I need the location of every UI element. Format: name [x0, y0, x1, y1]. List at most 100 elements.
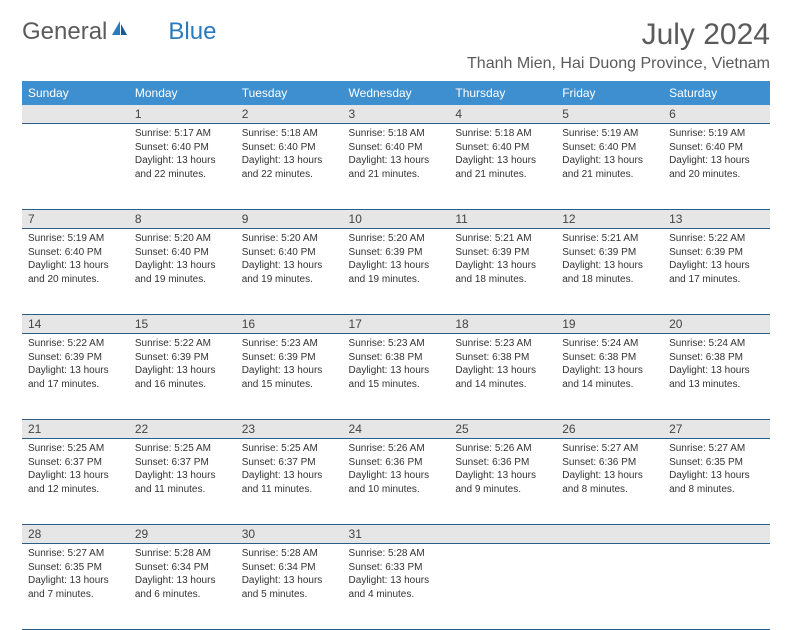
daynum-cell: 28	[22, 525, 129, 544]
day-cell: Sunrise: 5:21 AMSunset: 6:39 PMDaylight:…	[556, 229, 663, 315]
detail-line: Sunset: 6:38 PM	[349, 351, 444, 365]
detail-line: and 15 minutes.	[349, 378, 444, 392]
day-number: 21	[22, 420, 129, 438]
day-number: 6	[663, 105, 770, 123]
detail-line: Sunrise: 5:18 AM	[455, 127, 550, 141]
day-detail: Sunrise: 5:18 AMSunset: 6:40 PMDaylight:…	[449, 124, 556, 187]
detail-line: and 18 minutes.	[562, 273, 657, 287]
day-number: 16	[236, 315, 343, 333]
daynum-row: 28293031	[22, 525, 770, 544]
detail-line: and 21 minutes.	[349, 168, 444, 182]
day-cell: Sunrise: 5:26 AMSunset: 6:36 PMDaylight:…	[343, 439, 450, 525]
detail-line: Sunrise: 5:22 AM	[28, 337, 123, 351]
detail-line: Sunrise: 5:23 AM	[242, 337, 337, 351]
day-detail: Sunrise: 5:25 AMSunset: 6:37 PMDaylight:…	[22, 439, 129, 502]
daynum-cell: 17	[343, 315, 450, 334]
content-row: Sunrise: 5:19 AMSunset: 6:40 PMDaylight:…	[22, 229, 770, 315]
day-detail: Sunrise: 5:21 AMSunset: 6:39 PMDaylight:…	[449, 229, 556, 292]
detail-line: Sunset: 6:36 PM	[455, 456, 550, 470]
day-detail: Sunrise: 5:23 AMSunset: 6:39 PMDaylight:…	[236, 334, 343, 397]
detail-line: Sunset: 6:38 PM	[562, 351, 657, 365]
detail-line: and 8 minutes.	[562, 483, 657, 497]
detail-line: Sunrise: 5:28 AM	[135, 547, 230, 561]
calendar-body: 123456Sunrise: 5:17 AMSunset: 6:40 PMDay…	[22, 105, 770, 630]
detail-line: Sunset: 6:37 PM	[242, 456, 337, 470]
day-detail: Sunrise: 5:20 AMSunset: 6:39 PMDaylight:…	[343, 229, 450, 292]
daynum-cell: 6	[663, 105, 770, 124]
detail-line: Sunrise: 5:21 AM	[562, 232, 657, 246]
detail-line: Daylight: 13 hours	[349, 154, 444, 168]
detail-line: Sunrise: 5:25 AM	[135, 442, 230, 456]
content-row: Sunrise: 5:25 AMSunset: 6:37 PMDaylight:…	[22, 439, 770, 525]
detail-line: Sunrise: 5:19 AM	[669, 127, 764, 141]
detail-line: and 11 minutes.	[242, 483, 337, 497]
day-cell: Sunrise: 5:22 AMSunset: 6:39 PMDaylight:…	[22, 334, 129, 420]
day-detail: Sunrise: 5:18 AMSunset: 6:40 PMDaylight:…	[236, 124, 343, 187]
detail-line: Sunrise: 5:24 AM	[669, 337, 764, 351]
day-cell: Sunrise: 5:28 AMSunset: 6:34 PMDaylight:…	[236, 544, 343, 630]
daynum-cell: 13	[663, 210, 770, 229]
daynum-cell	[22, 105, 129, 124]
detail-line: Sunset: 6:38 PM	[455, 351, 550, 365]
detail-line: and 5 minutes.	[242, 588, 337, 602]
brand-text-part2: Blue	[168, 18, 216, 46]
daynum-cell: 11	[449, 210, 556, 229]
calendar-header-row: Sunday Monday Tuesday Wednesday Thursday…	[22, 81, 770, 105]
day-cell: Sunrise: 5:26 AMSunset: 6:36 PMDaylight:…	[449, 439, 556, 525]
detail-line: and 19 minutes.	[242, 273, 337, 287]
daynum-cell: 19	[556, 315, 663, 334]
day-number: 7	[22, 210, 129, 228]
day-detail: Sunrise: 5:22 AMSunset: 6:39 PMDaylight:…	[22, 334, 129, 397]
daynum-cell: 9	[236, 210, 343, 229]
detail-line: Sunrise: 5:20 AM	[349, 232, 444, 246]
day-number: 27	[663, 420, 770, 438]
daynum-cell: 20	[663, 315, 770, 334]
detail-line: Daylight: 13 hours	[562, 364, 657, 378]
detail-line: and 20 minutes.	[28, 273, 123, 287]
day-number: 11	[449, 210, 556, 228]
detail-line: Sunset: 6:39 PM	[349, 246, 444, 260]
day-number: 31	[343, 525, 450, 543]
detail-line: and 17 minutes.	[669, 273, 764, 287]
day-number	[663, 525, 770, 529]
detail-line: Daylight: 13 hours	[455, 259, 550, 273]
daynum-cell: 7	[22, 210, 129, 229]
daynum-cell: 24	[343, 420, 450, 439]
detail-line: Daylight: 13 hours	[28, 469, 123, 483]
detail-line: Daylight: 13 hours	[242, 364, 337, 378]
daynum-cell: 26	[556, 420, 663, 439]
detail-line: and 10 minutes.	[349, 483, 444, 497]
daynum-cell: 5	[556, 105, 663, 124]
detail-line: and 22 minutes.	[135, 168, 230, 182]
detail-line: Sunrise: 5:18 AM	[242, 127, 337, 141]
detail-line: Sunrise: 5:25 AM	[242, 442, 337, 456]
detail-line: Sunset: 6:37 PM	[28, 456, 123, 470]
detail-line: Sunset: 6:38 PM	[669, 351, 764, 365]
detail-line: Daylight: 13 hours	[349, 574, 444, 588]
day-cell: Sunrise: 5:17 AMSunset: 6:40 PMDaylight:…	[129, 124, 236, 210]
day-number: 19	[556, 315, 663, 333]
detail-line: Sunrise: 5:21 AM	[455, 232, 550, 246]
detail-line: Sunset: 6:39 PM	[28, 351, 123, 365]
weekday-header: Saturday	[663, 81, 770, 105]
detail-line: and 4 minutes.	[349, 588, 444, 602]
detail-line: Daylight: 13 hours	[562, 154, 657, 168]
content-row: Sunrise: 5:17 AMSunset: 6:40 PMDaylight:…	[22, 124, 770, 210]
day-detail: Sunrise: 5:28 AMSunset: 6:34 PMDaylight:…	[236, 544, 343, 607]
title-block: July 2024 Thanh Mien, Hai Duong Province…	[467, 18, 770, 73]
detail-line: Sunrise: 5:19 AM	[562, 127, 657, 141]
brand-sail-icon	[110, 18, 130, 46]
detail-line: Sunrise: 5:24 AM	[562, 337, 657, 351]
day-number: 30	[236, 525, 343, 543]
detail-line: Sunset: 6:37 PM	[135, 456, 230, 470]
detail-line: Daylight: 13 hours	[669, 154, 764, 168]
day-cell	[449, 544, 556, 630]
detail-line: Daylight: 13 hours	[455, 154, 550, 168]
detail-line: Sunrise: 5:28 AM	[242, 547, 337, 561]
day-cell: Sunrise: 5:19 AMSunset: 6:40 PMDaylight:…	[22, 229, 129, 315]
detail-line: Daylight: 13 hours	[28, 259, 123, 273]
detail-line: and 17 minutes.	[28, 378, 123, 392]
day-number: 4	[449, 105, 556, 123]
detail-line: Sunrise: 5:20 AM	[135, 232, 230, 246]
detail-line: and 9 minutes.	[455, 483, 550, 497]
